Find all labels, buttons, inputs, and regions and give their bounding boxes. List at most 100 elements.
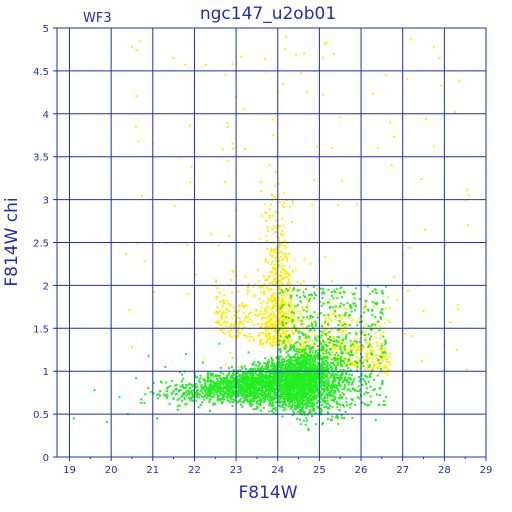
yellow-point — [284, 252, 287, 255]
green-point — [278, 339, 281, 342]
yellow-point — [258, 298, 261, 301]
yellow-point — [372, 92, 375, 95]
yellow-point — [268, 334, 271, 337]
yellow-point — [334, 347, 337, 350]
green-point — [250, 399, 253, 402]
green-point — [210, 387, 213, 390]
yellow-point — [269, 322, 272, 325]
yellow-point — [271, 307, 274, 310]
yellow-point — [285, 275, 288, 278]
yellow-point — [374, 332, 377, 335]
green-point — [291, 379, 294, 382]
green-point — [279, 335, 282, 338]
yellow-point — [271, 311, 274, 314]
yellow-point — [278, 307, 281, 310]
green-point — [263, 385, 266, 388]
green-point — [327, 314, 330, 317]
yellow-point — [355, 348, 358, 351]
yellow-point — [362, 349, 364, 352]
green-point — [289, 361, 292, 364]
yellow-point — [276, 292, 279, 295]
green-point — [272, 366, 275, 369]
green-point — [323, 406, 326, 409]
green-point — [212, 395, 215, 398]
green-point — [325, 349, 328, 352]
yellow-point — [228, 335, 231, 338]
green-point — [202, 396, 205, 398]
green-point — [313, 342, 316, 345]
green-point — [209, 410, 211, 412]
green-point — [271, 368, 274, 370]
green-point — [311, 358, 314, 361]
green-point — [371, 308, 374, 311]
green-point — [253, 389, 255, 392]
green-point — [296, 373, 299, 376]
yellow-point — [307, 341, 309, 343]
green-point — [326, 388, 329, 391]
green-point — [254, 382, 256, 385]
yellow-point — [278, 201, 281, 204]
green-point — [298, 381, 301, 384]
green-point — [203, 384, 206, 387]
green-point — [289, 363, 292, 366]
green-point — [220, 378, 222, 381]
yellow-point — [339, 315, 342, 318]
green-point — [314, 397, 317, 400]
green-point — [323, 314, 326, 317]
green-point — [251, 382, 254, 385]
green-point — [305, 405, 308, 408]
yellow-point — [272, 306, 275, 309]
green-point — [307, 384, 310, 387]
green-point — [177, 389, 180, 392]
yellow-point — [369, 348, 372, 351]
yellow-point — [268, 337, 271, 340]
yellow-point — [280, 232, 283, 235]
green-point — [313, 407, 316, 410]
yellow-point — [214, 312, 217, 315]
green-point — [308, 329, 311, 332]
yellow-point — [274, 325, 277, 328]
yellow-point — [373, 362, 376, 365]
yellow-point — [379, 337, 382, 340]
green-point — [344, 338, 347, 341]
yellow-point — [319, 324, 322, 327]
green-point — [250, 394, 253, 397]
yellow-point — [246, 289, 249, 292]
yellow-point — [315, 344, 318, 347]
yellow-point — [260, 286, 263, 289]
yellow-point — [345, 342, 348, 345]
green-point — [354, 287, 357, 290]
green-point — [328, 392, 331, 394]
green-point — [367, 309, 370, 312]
green-point — [166, 387, 168, 390]
yellow-point — [332, 337, 335, 340]
green-point — [315, 378, 318, 381]
green-point — [341, 352, 344, 355]
green-point — [194, 374, 196, 377]
green-point — [307, 429, 310, 432]
yellow-point — [444, 244, 447, 246]
yellow-point — [281, 267, 284, 270]
yellow-point — [228, 235, 231, 238]
green-point — [271, 363, 274, 366]
yellow-point — [339, 344, 342, 347]
yellow-point — [262, 300, 265, 303]
green-point — [294, 349, 297, 352]
yellow-point — [243, 326, 246, 329]
green-point — [302, 294, 305, 297]
green-point — [210, 395, 213, 398]
green-point — [245, 372, 248, 375]
green-point — [296, 394, 299, 397]
green-point — [262, 400, 265, 403]
green-point — [309, 360, 312, 363]
yellow-point — [243, 334, 246, 336]
green-point — [325, 405, 328, 408]
green-point — [305, 394, 308, 397]
green-point — [384, 341, 387, 344]
yellow-point — [368, 357, 371, 359]
yellow-point — [299, 346, 302, 349]
green-point — [183, 396, 186, 399]
yellow-point — [271, 255, 274, 258]
green-point — [288, 384, 291, 386]
yellow-point — [372, 365, 375, 368]
